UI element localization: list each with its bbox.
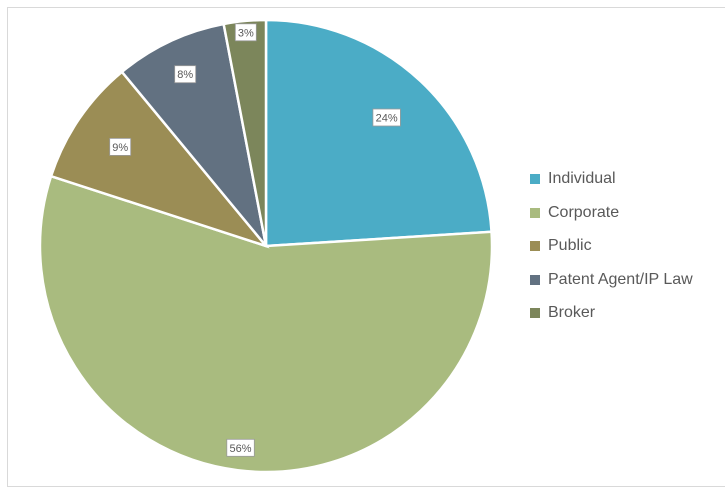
data-label-public: 9% — [109, 137, 132, 156]
data-label-text: 3% — [238, 27, 254, 39]
data-label-broker: 3% — [234, 23, 257, 42]
pie-slice-public — [49, 70, 270, 249]
data-label-text: 24% — [376, 113, 398, 125]
legend-label: Patent Agent/IP Law — [548, 270, 693, 288]
legend-item-patent-agent-ip-law: Patent Agent/IP Law — [530, 269, 693, 291]
legend-item-individual: Individual — [530, 168, 693, 190]
pie-slice-individual — [264, 18, 493, 248]
data-label-text: 9% — [112, 142, 128, 154]
data-label-box — [372, 108, 401, 127]
legend-label: Broker — [548, 304, 596, 321]
legend-swatch — [530, 274, 540, 285]
pie-slice-patent-agent-ip-law — [120, 22, 268, 247]
data-label-text: 8% — [177, 69, 193, 81]
legend-item-corporate: Corporate — [530, 202, 693, 224]
data-label-box — [234, 23, 257, 42]
pie-slice-corporate — [38, 174, 494, 474]
data-label-corporate: 56% — [226, 438, 255, 457]
data-label-box — [174, 65, 197, 84]
pie-slice-broker — [222, 18, 268, 247]
data-label-individual: 24% — [372, 108, 401, 127]
data-label-box — [226, 438, 255, 457]
legend-label: Public — [548, 237, 592, 254]
legend-swatch — [530, 207, 540, 218]
data-label-box — [109, 137, 132, 156]
legend-swatch — [530, 174, 540, 184]
legend-swatch — [530, 308, 540, 318]
legend-item-broker: Broker — [530, 302, 693, 324]
legend-label: Corporate — [548, 203, 620, 221]
legend: Individual Corporate Public Patent Agent/IP… — [530, 168, 693, 336]
legend-swatch — [530, 241, 540, 251]
data-label-text: 56% — [229, 443, 251, 455]
legend-label: Individual — [548, 170, 616, 187]
legend-item-public: Public — [530, 235, 693, 257]
data-label-patent-agent-ip-law: 8% — [174, 65, 197, 84]
